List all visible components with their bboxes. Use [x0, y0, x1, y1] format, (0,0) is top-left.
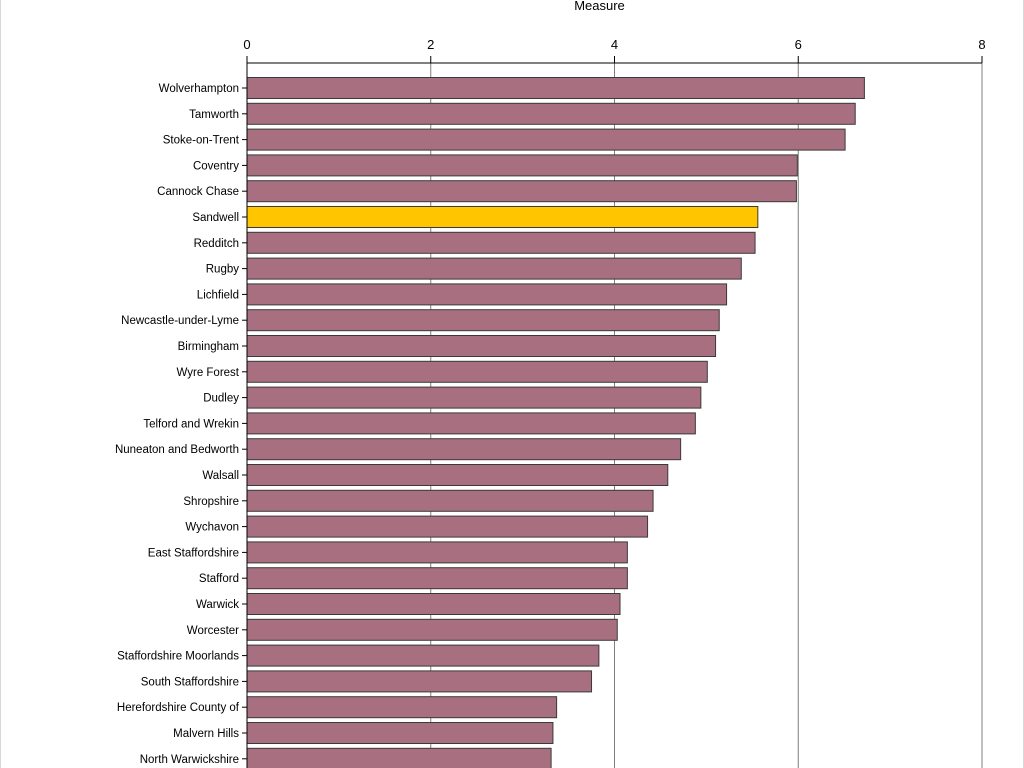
bar — [246, 309, 720, 332]
bar — [246, 541, 628, 564]
category-label: Coventry — [193, 160, 239, 172]
bar — [246, 231, 756, 254]
bar — [246, 386, 702, 409]
bar — [246, 102, 856, 125]
category-label: Stafford — [199, 573, 239, 585]
bar — [246, 412, 696, 435]
category-label: Malvern Hills — [173, 728, 239, 740]
bar — [246, 464, 669, 486]
category-label: Nuneaton and Bedworth — [115, 444, 239, 456]
bar — [246, 670, 593, 693]
category-label: Herefordshire County of — [117, 702, 240, 714]
category-label: Stoke-on-Trent — [163, 135, 240, 147]
category-label: Shropshire — [183, 496, 239, 508]
bar-highlighted — [246, 206, 759, 228]
bar — [246, 438, 682, 461]
bar — [246, 128, 846, 151]
category-label: Wolverhampton — [159, 83, 239, 95]
y-axis — [242, 63, 248, 768]
category-label: Worcester — [187, 625, 239, 637]
bar — [246, 644, 600, 667]
category-label: Staffordshire Moorlands — [117, 651, 239, 663]
category-label: Rugby — [206, 264, 239, 276]
x-axis-title: Measure — [574, 0, 625, 13]
category-labels: Wolverhampton Tamworth Stoke-on-Trent Coven… — [115, 83, 240, 766]
bar — [246, 747, 552, 768]
category-label: Birmingham — [178, 341, 239, 353]
category-label: Dudley — [203, 393, 239, 405]
category-label: Wychavon — [185, 522, 239, 534]
bar — [246, 360, 708, 383]
bar — [246, 722, 554, 744]
x-tick-label: 6 — [795, 37, 802, 52]
x-tick-label: 4 — [611, 37, 618, 52]
bar — [246, 696, 558, 719]
category-label: Telford and Wrekin — [143, 418, 239, 430]
x-tick-label: 8 — [978, 37, 985, 52]
category-label: Wyre Forest — [176, 367, 239, 379]
category-label: Redditch — [194, 238, 239, 250]
x-axis: 0 2 4 6 8 — [243, 37, 986, 64]
bar — [246, 180, 797, 203]
bar — [246, 489, 654, 512]
x-tick-label: 2 — [427, 37, 434, 52]
category-label: North Warwickshire — [140, 754, 239, 766]
category-label: Newcastle-under-Lyme — [121, 315, 239, 327]
bar — [246, 593, 621, 615]
bars — [246, 77, 865, 768]
bar — [246, 618, 618, 641]
category-label: Sandwell — [192, 212, 239, 224]
category-label: Walsall — [202, 470, 239, 482]
frame-edge-left — [0, 0, 1, 768]
bar — [246, 283, 728, 306]
bar — [246, 335, 717, 357]
category-label: Warwick — [196, 599, 239, 611]
x-tick-label: 0 — [243, 37, 250, 52]
bar — [246, 154, 798, 177]
bar — [246, 515, 649, 538]
bar — [246, 257, 742, 280]
category-label: South Staffordshire — [141, 676, 239, 688]
bar — [246, 567, 628, 590]
category-label: Cannock Chase — [157, 186, 239, 198]
bar — [246, 77, 865, 99]
category-label: Lichfield — [197, 289, 239, 301]
category-label: East Staffordshire — [148, 547, 239, 559]
category-label: Tamworth — [189, 109, 239, 121]
